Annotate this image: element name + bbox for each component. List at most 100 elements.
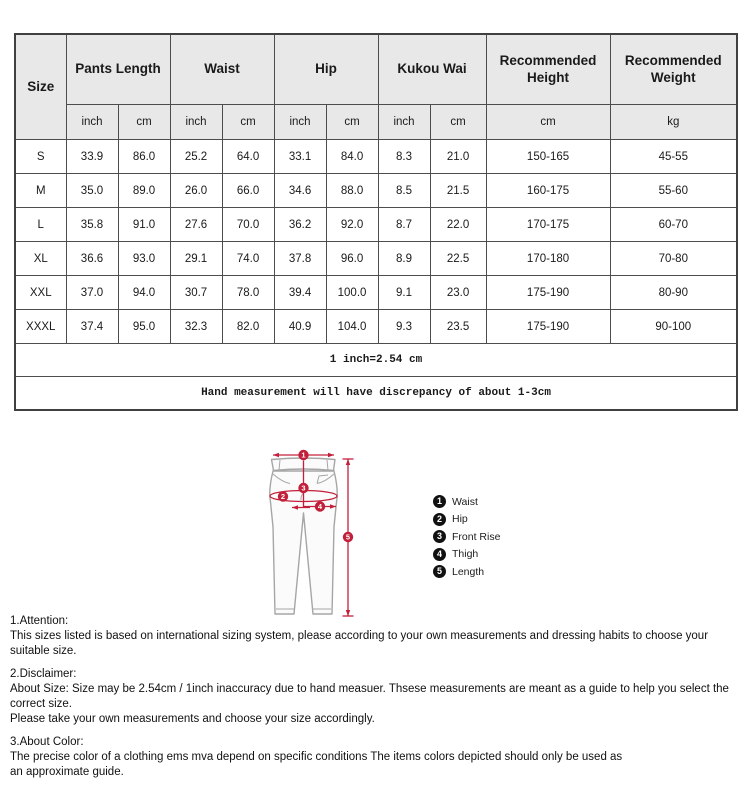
- value-cell: 55-60: [609, 173, 738, 208]
- value-cell: 9.3: [377, 309, 431, 344]
- disclaimer-heading: 2.Disclaimer:: [10, 668, 77, 680]
- size-cell: XXL: [14, 275, 67, 310]
- value-cell: 104.0: [325, 309, 379, 344]
- size-cell: L: [14, 207, 67, 242]
- value-cell: 29.1: [169, 241, 223, 276]
- value-cell: 37.8: [273, 241, 327, 276]
- table-row: L 35.8 91.0 27.6 70.0 36.2 92.0 8.7 22.0…: [14, 207, 738, 242]
- marker-2: 2: [281, 492, 285, 501]
- size-cell: S: [14, 139, 67, 174]
- value-cell: 39.4: [273, 275, 327, 310]
- value-cell: 96.0: [325, 241, 379, 276]
- value-cell: 89.0: [117, 173, 171, 208]
- value-cell: 9.1: [377, 275, 431, 310]
- value-cell: 8.9: [377, 241, 431, 276]
- value-cell: 92.0: [325, 207, 379, 242]
- table-row: S 33.9 86.0 25.2 64.0 33.1 84.0 8.3 21.0…: [14, 139, 738, 174]
- legend-number-badge: 5: [433, 565, 446, 579]
- value-cell: 21.0: [429, 139, 487, 174]
- legend-number-badge: 2: [433, 512, 446, 526]
- value-cell: 22.5: [429, 241, 487, 276]
- col-header-waist: Waist: [169, 33, 275, 105]
- value-cell: 64.0: [221, 139, 275, 174]
- about-color-text-line-1: The precise color of a clothing ems mva …: [10, 751, 623, 763]
- value-cell: 22.0: [429, 207, 487, 242]
- about-color-text-line-2: an approximate guide.: [10, 766, 124, 778]
- unit-header: cm: [429, 104, 487, 140]
- about-color-heading: 3.About Color:: [10, 736, 84, 748]
- value-cell: 82.0: [221, 309, 275, 344]
- value-cell: 86.0: [117, 139, 171, 174]
- value-cell: 70.0: [221, 207, 275, 242]
- value-cell: 60-70: [609, 207, 738, 242]
- marker-5: 5: [346, 533, 350, 542]
- unit-header: kg: [609, 104, 738, 140]
- unit-header: cm: [325, 104, 379, 140]
- unit-header: inch: [377, 104, 431, 140]
- value-cell: 36.2: [273, 207, 327, 242]
- unit-header: inch: [273, 104, 327, 140]
- about-color-section: 3.About Color: The precise color of a cl…: [10, 735, 748, 780]
- unit-header: inch: [65, 104, 119, 140]
- table-row: XL 36.6 93.0 29.1 74.0 37.8 96.0 8.9 22.…: [14, 241, 738, 276]
- value-cell: 100.0: [325, 275, 379, 310]
- legend-label: Waist: [452, 495, 478, 508]
- disclaimer-text-line-1: About Size: Size may be 2.54cm / 1inch i…: [10, 683, 729, 710]
- pants-measurement-diagram: 1 2 3 4 5: [269, 449, 354, 617]
- legend-label: Front Rise: [452, 530, 501, 543]
- value-cell: 170-175: [485, 207, 611, 242]
- legend-item-thigh: 4 Thigh: [433, 546, 500, 564]
- header-row-groups: Size Pants Length Waist Hip Kukou Wai Re…: [14, 33, 738, 140]
- legend-item-length: 5 Length: [433, 563, 500, 581]
- value-cell: 33.1: [273, 139, 327, 174]
- value-cell: 74.0: [221, 241, 275, 276]
- disclaimer-text-line-2: Please take your own measurements and ch…: [10, 713, 375, 725]
- value-cell: 37.4: [65, 309, 119, 344]
- value-cell: 40.9: [273, 309, 327, 344]
- value-cell: 23.0: [429, 275, 487, 310]
- marker-3: 3: [301, 484, 305, 493]
- value-cell: 88.0: [325, 173, 379, 208]
- table-row: XXXL 37.4 95.0 32.3 82.0 40.9 104.0 9.3 …: [14, 309, 738, 344]
- disclaimer-section: 2.Disclaimer: About Size: Size may be 2.…: [10, 667, 748, 727]
- value-cell: 91.0: [117, 207, 171, 242]
- value-cell: 35.8: [65, 207, 119, 242]
- col-header-hip: Hip: [273, 33, 379, 105]
- unit-header: inch: [169, 104, 223, 140]
- value-cell: 94.0: [117, 275, 171, 310]
- unit-header: cm: [485, 104, 611, 140]
- value-cell: 170-180: [485, 241, 611, 276]
- value-cell: 27.6: [169, 207, 223, 242]
- col-header-kukou-wai: Kukou Wai: [377, 33, 487, 105]
- value-cell: 93.0: [117, 241, 171, 276]
- table-row: XXL 37.0 94.0 30.7 78.0 39.4 100.0 9.1 2…: [14, 275, 738, 310]
- legend-label: Thigh: [452, 548, 479, 561]
- value-cell: 80-90: [609, 275, 738, 310]
- value-cell: 95.0: [117, 309, 171, 344]
- attention-heading: 1.Attention:: [10, 615, 69, 627]
- value-cell: 26.0: [169, 173, 223, 208]
- table-footnote-row: 1 inch=2.54 cm: [14, 343, 738, 377]
- value-cell: 175-190: [485, 309, 611, 344]
- legend-number-badge: 4: [433, 547, 446, 561]
- value-cell: 90-100: [609, 309, 738, 344]
- value-cell: 66.0: [221, 173, 275, 208]
- col-header-size: Size: [14, 33, 67, 140]
- header-row-units: inch cm inch cm inch cm inch cm cm kg: [15, 104, 738, 140]
- value-cell: 8.5: [377, 173, 431, 208]
- measurement-legend: 1 Waist 2 Hip 3 Front Rise 4 Thigh 5 Len…: [433, 493, 500, 581]
- marker-4: 4: [318, 502, 323, 511]
- value-cell: 34.6: [273, 173, 327, 208]
- value-cell: 23.5: [429, 309, 487, 344]
- value-cell: 36.6: [65, 241, 119, 276]
- value-cell: 8.3: [377, 139, 431, 174]
- value-cell: 30.7: [169, 275, 223, 310]
- value-cell: 175-190: [485, 275, 611, 310]
- value-cell: 35.0: [65, 173, 119, 208]
- value-cell: 37.0: [65, 275, 119, 310]
- value-cell: 70-80: [609, 241, 738, 276]
- hand-measurement-note: Hand measurement will have discrepancy o…: [14, 376, 738, 411]
- unit-header: cm: [221, 104, 275, 140]
- size-cell: XL: [14, 241, 67, 276]
- legend-number-badge: 1: [433, 495, 446, 509]
